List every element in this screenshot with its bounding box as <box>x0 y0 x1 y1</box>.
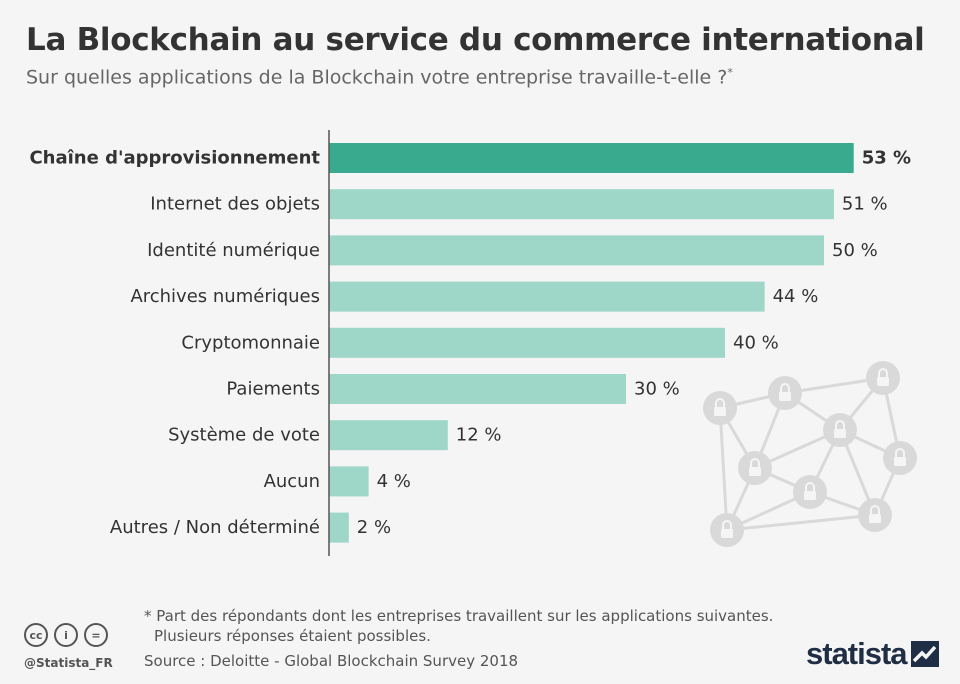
lock-icon <box>858 498 892 532</box>
data-label: 2 % <box>357 517 391 538</box>
twitter-handle[interactable]: @Statista_FR <box>24 656 113 670</box>
category-label: Chaîne d'approvisionnement <box>29 148 320 169</box>
bars-group: Chaîne d'approvisionnement 53 % Internet d… <box>29 143 911 543</box>
category-label: Aucun <box>264 471 320 492</box>
bar[interactable] <box>329 420 448 451</box>
bar[interactable] <box>329 281 765 312</box>
lock-icon <box>738 451 772 485</box>
statista-logo[interactable]: statista <box>806 636 939 672</box>
bar[interactable] <box>329 189 834 220</box>
cc-icon[interactable]: cc <box>24 623 48 647</box>
data-label: 30 % <box>634 379 680 400</box>
chart-subtitle: Sur quelles applications de la Blockchai… <box>26 66 733 88</box>
bar[interactable] <box>329 327 725 358</box>
category-label: Internet des objets <box>150 194 320 215</box>
lock-icon <box>823 413 857 447</box>
no-derivatives-icon[interactable]: = <box>84 623 108 647</box>
lock-icon <box>793 475 827 509</box>
lock-icon <box>768 376 802 410</box>
bar[interactable] <box>329 235 824 266</box>
category-label: Paiements <box>226 379 320 400</box>
data-label: 51 % <box>842 194 888 215</box>
data-label: 53 % <box>862 148 911 169</box>
blockchain-network-illustration <box>703 361 917 547</box>
statista-logo-icon <box>910 641 939 667</box>
category-label: Archives numériques <box>130 286 320 307</box>
bar-chart: Chaîne d'approvisionnement 53 % Internet d… <box>29 130 917 556</box>
subtitle-footnote-mark: * <box>727 66 733 79</box>
category-label: Système de vote <box>168 425 320 446</box>
category-label: Identité numérique <box>147 240 320 261</box>
network-link <box>718 407 729 531</box>
lock-icon <box>703 391 737 425</box>
lock-icon <box>883 441 917 475</box>
data-label: 50 % <box>832 240 878 261</box>
brand-name: statista <box>806 636 908 671</box>
footnote: * Part des répondants dont les entrepris… <box>144 606 773 646</box>
data-label: 12 % <box>456 425 502 446</box>
lock-icon <box>710 513 744 547</box>
chart-title: La Blockchain au service du commerce int… <box>26 22 925 58</box>
bar[interactable] <box>329 143 854 173</box>
data-label: 44 % <box>773 286 819 307</box>
footnote-line-1: * Part des répondants dont les entrepris… <box>144 607 774 625</box>
network-link <box>726 513 876 532</box>
source-text: Source : Deloitte - Global Blockchain Su… <box>144 652 519 670</box>
attribution-icon[interactable]: i <box>54 623 78 647</box>
category-label: Autres / Non déterminé <box>110 517 320 538</box>
bar[interactable] <box>329 466 369 497</box>
bar[interactable] <box>329 374 626 404</box>
data-label: 40 % <box>733 332 779 353</box>
lock-icon <box>866 361 900 395</box>
footnote-line-2: Plusieurs réponses étaient possibles. <box>154 627 431 645</box>
data-label: 4 % <box>377 471 411 492</box>
license-icons: cc i = <box>24 623 108 647</box>
subtitle-text: Sur quelles applications de la Blockchai… <box>26 66 728 89</box>
category-label: Cryptomonnaie <box>181 332 320 353</box>
bar[interactable] <box>329 512 349 543</box>
